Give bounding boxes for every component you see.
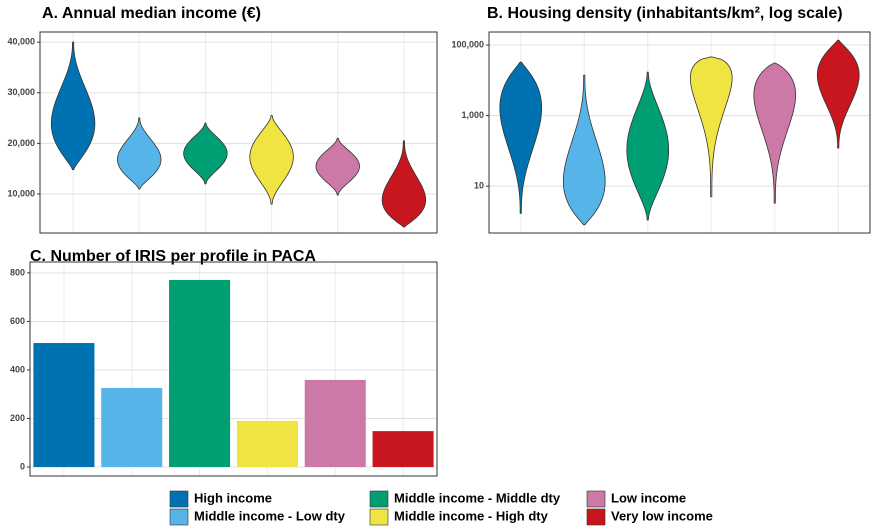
y-tick-label: 800 bbox=[10, 267, 25, 277]
legend-swatch bbox=[369, 508, 389, 526]
violin bbox=[249, 115, 294, 205]
legend-label: Very low income bbox=[611, 508, 713, 523]
y-tick-label: 200 bbox=[10, 413, 25, 423]
violin bbox=[183, 122, 228, 185]
panel-border bbox=[39, 31, 438, 234]
y-tick-label: 0 bbox=[20, 461, 25, 471]
legend-label: Middle income - Low dty bbox=[194, 508, 346, 523]
violin bbox=[499, 61, 543, 214]
legend-swatch bbox=[169, 508, 189, 526]
legend-label: Middle income - High dty bbox=[394, 508, 549, 523]
violin bbox=[689, 56, 733, 198]
y-tick-label: 10,000 bbox=[7, 188, 35, 198]
legend-swatch bbox=[586, 508, 606, 526]
panel-border bbox=[488, 31, 871, 234]
violin bbox=[562, 74, 606, 226]
panel-border bbox=[29, 261, 438, 477]
violin bbox=[50, 41, 96, 171]
bar bbox=[304, 379, 366, 468]
legend-label: Middle income - Middle dty bbox=[394, 490, 561, 505]
violin bbox=[753, 62, 797, 204]
legend-swatch bbox=[369, 490, 389, 508]
y-tick-label: 100,000 bbox=[451, 39, 484, 49]
violin bbox=[626, 71, 670, 221]
y-tick-label: 40,000 bbox=[7, 37, 35, 47]
bar bbox=[101, 387, 163, 468]
y-tick-label: 600 bbox=[10, 316, 25, 326]
panel-title: C. Number of IRIS per profile in PACA bbox=[30, 248, 316, 265]
y-tick-label: 10 bbox=[474, 181, 484, 191]
y-tick-label: 400 bbox=[10, 364, 25, 374]
legend-label: Low income bbox=[611, 490, 686, 505]
violin bbox=[381, 140, 427, 228]
legend-swatch bbox=[586, 490, 606, 508]
legend-label: High income bbox=[194, 490, 272, 505]
panel-title: B. Housing density (inhabitants/km², log… bbox=[487, 5, 843, 22]
violin bbox=[816, 39, 860, 149]
y-tick-label: 20,000 bbox=[7, 138, 35, 148]
violin bbox=[315, 137, 360, 196]
bar bbox=[169, 279, 231, 468]
panel-title: A. Annual median income (€) bbox=[42, 5, 261, 22]
bar bbox=[372, 431, 434, 468]
y-tick-label: 30,000 bbox=[7, 87, 35, 97]
y-tick-label: 1,000 bbox=[461, 110, 484, 120]
bar bbox=[236, 420, 298, 468]
legend-swatch bbox=[169, 490, 189, 508]
violin bbox=[117, 117, 162, 190]
bar bbox=[33, 343, 95, 468]
